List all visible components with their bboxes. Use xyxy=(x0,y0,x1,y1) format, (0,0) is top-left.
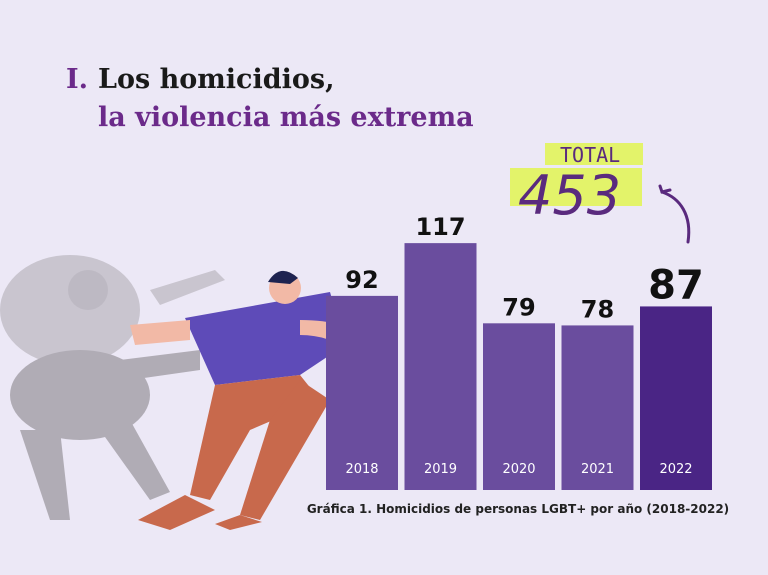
category-label: 2019 xyxy=(424,462,457,477)
title-number: I. xyxy=(66,64,88,95)
category-label: 2020 xyxy=(502,462,535,477)
highlight xyxy=(510,168,642,206)
bar xyxy=(640,306,712,490)
highlight xyxy=(545,143,643,165)
bar xyxy=(483,323,555,490)
value-label: 78 xyxy=(581,295,614,323)
value-label: 79 xyxy=(502,293,535,321)
arrow-head xyxy=(658,184,672,194)
bar xyxy=(561,325,634,490)
chart-title: Los homicidios, xyxy=(98,64,335,95)
illustration xyxy=(0,255,360,530)
value-label: 92 xyxy=(345,266,378,294)
category-label: 2022 xyxy=(659,462,692,477)
category-label: 2021 xyxy=(581,462,614,477)
total-label: TOTAL xyxy=(560,143,620,167)
caption: Gráfica 1. Homicidios de personas LGBT+ … xyxy=(307,502,729,516)
chart-subtitle: la violencia más extrema xyxy=(98,102,474,133)
bar xyxy=(404,243,477,490)
value-label: 87 xyxy=(648,262,704,308)
value-label: 117 xyxy=(415,213,465,241)
total-value: 453 xyxy=(518,164,621,227)
arrow xyxy=(660,190,691,244)
bar xyxy=(326,295,398,490)
category-label: 2018 xyxy=(345,462,378,477)
